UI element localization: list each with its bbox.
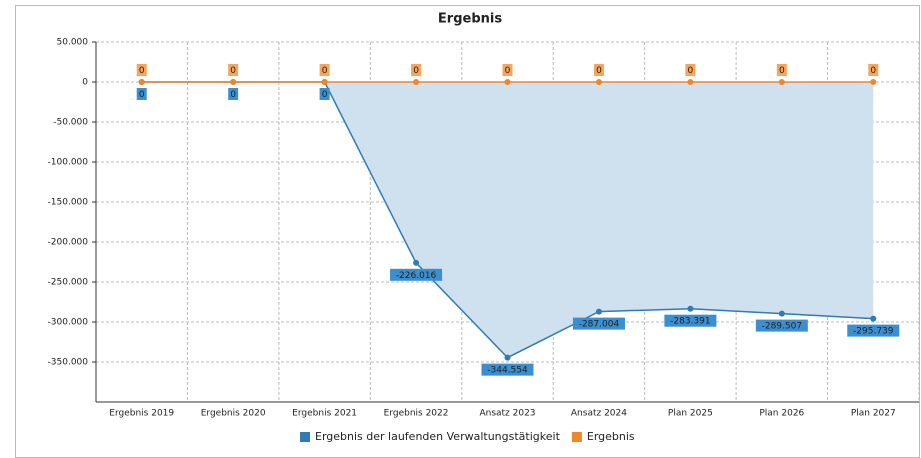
data-label: 0 xyxy=(688,66,694,76)
data-label: 0 xyxy=(322,90,328,100)
y-tick-label: -350.000 xyxy=(48,358,89,368)
marker xyxy=(413,79,420,85)
marker xyxy=(870,315,877,322)
marker xyxy=(687,305,694,312)
marker xyxy=(413,259,420,266)
y-tick-label: 0 xyxy=(82,78,88,88)
data-label: 0 xyxy=(139,66,145,76)
legend-swatch xyxy=(300,432,310,442)
marker xyxy=(230,79,237,85)
area xyxy=(141,82,874,358)
legend-label: Ergebnis xyxy=(587,430,635,443)
data-label: 0 xyxy=(596,66,602,76)
data-label: -287.004 xyxy=(579,320,620,330)
data-label-bg xyxy=(228,88,239,100)
y-tick-label: -150.000 xyxy=(48,198,89,208)
y-tick-label: -300.000 xyxy=(48,318,89,328)
marker xyxy=(778,79,785,85)
marker xyxy=(778,310,785,317)
data-label: 0 xyxy=(870,66,876,76)
y-tick-label: -200.000 xyxy=(48,238,89,248)
chart-title: Ergebnis xyxy=(438,12,502,27)
data-label-bg xyxy=(868,64,879,76)
data-label-bg xyxy=(664,314,717,327)
data-label-bg xyxy=(228,64,239,76)
data-label: -283.391 xyxy=(670,317,710,327)
marker xyxy=(687,79,694,85)
x-tick-label: Plan 2026 xyxy=(759,409,804,419)
data-label-bg xyxy=(502,64,513,76)
y-tick-label: -250.000 xyxy=(48,278,89,288)
y-tick-label: -100.000 xyxy=(48,158,89,168)
marker xyxy=(595,308,602,315)
x-tick-label: Plan 2025 xyxy=(668,409,713,419)
data-label-bg xyxy=(411,64,422,76)
x-tick-label: Ansatz 2023 xyxy=(479,409,535,419)
data-label: -344.554 xyxy=(487,366,528,376)
data-label-bg xyxy=(755,319,808,332)
marker xyxy=(595,79,602,85)
data-label: 0 xyxy=(230,90,236,100)
x-tick-label: Ergebnis 2022 xyxy=(384,409,449,419)
data-label-bg xyxy=(847,324,900,337)
y-tick-label: 50.000 xyxy=(57,38,89,48)
data-label-bg xyxy=(481,363,534,376)
data-label-bg xyxy=(390,268,443,281)
marker xyxy=(870,79,877,85)
data-label: 0 xyxy=(505,66,511,76)
marker xyxy=(504,79,511,85)
data-label: 0 xyxy=(779,66,785,76)
x-tick-label: Plan 2027 xyxy=(851,409,896,419)
data-label: -226.016 xyxy=(396,271,437,281)
y-tick-label: -50.000 xyxy=(53,118,88,128)
data-label: -289.507 xyxy=(762,322,802,332)
data-label: 0 xyxy=(230,66,236,76)
x-tick-label: Ergebnis 2020 xyxy=(201,409,266,419)
data-label: 0 xyxy=(322,66,328,76)
data-label-bg xyxy=(136,88,147,100)
legend-label: Ergebnis der laufenden Verwaltungstätigk… xyxy=(315,430,561,443)
marker xyxy=(321,79,328,85)
data-label-bg xyxy=(685,64,696,76)
marker xyxy=(504,354,511,361)
data-label-bg xyxy=(136,64,147,76)
data-label-bg xyxy=(776,64,787,76)
data-label: 0 xyxy=(139,90,145,100)
data-label-bg xyxy=(319,88,330,100)
data-label: -295.739 xyxy=(853,327,894,337)
data-label-bg xyxy=(593,64,604,76)
marker xyxy=(138,79,145,85)
data-label: 0 xyxy=(413,66,419,76)
x-tick-label: Ansatz 2024 xyxy=(571,409,627,419)
x-tick-label: Ergebnis 2021 xyxy=(292,409,357,419)
data-label-bg xyxy=(572,317,625,330)
legend-swatch xyxy=(571,432,582,442)
x-tick-label: Ergebnis 2019 xyxy=(109,409,174,419)
data-label-bg xyxy=(319,64,330,76)
